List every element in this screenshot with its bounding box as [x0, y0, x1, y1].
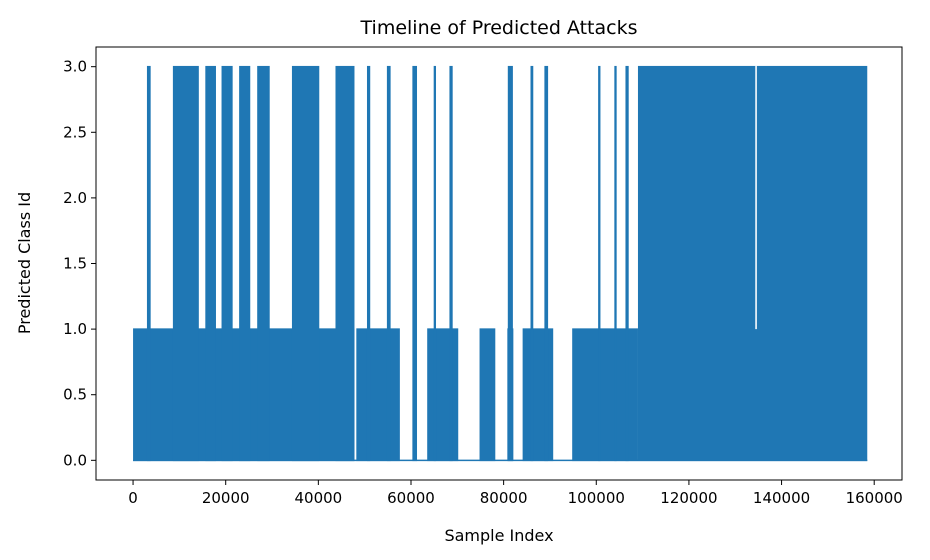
series-spike: [625, 65, 629, 462]
series-spike: [291, 65, 320, 462]
x-tick-label: 40000: [294, 489, 342, 507]
x-tick-label: 20000: [202, 489, 250, 507]
plot-area: [133, 65, 868, 462]
series-notch: [755, 65, 758, 330]
series-spike: [412, 65, 418, 462]
y-tick-label: 2.0: [63, 189, 87, 207]
series-segment: [522, 328, 554, 462]
x-tick-label: 80000: [480, 489, 528, 507]
series-spike: [507, 65, 513, 462]
series-spike: [544, 65, 549, 462]
x-tick-label: 60000: [387, 489, 435, 507]
x-axis-label: Sample Index: [444, 526, 553, 545]
x-tick-label: 160000: [846, 489, 903, 507]
chart-title: Timeline of Predicted Attacks: [360, 17, 638, 39]
y-tick-label: 0.5: [63, 386, 87, 404]
series-spike: [530, 65, 534, 462]
series-segment: [637, 65, 868, 462]
x-tick-label: 0: [128, 489, 138, 507]
series-spike: [614, 65, 617, 462]
x-tick-label: 120000: [660, 489, 717, 507]
series-spike: [257, 65, 270, 462]
series-segment: [356, 328, 400, 462]
y-tick-label: 3.0: [63, 58, 87, 76]
series-segment: [427, 328, 459, 462]
series-spike: [221, 65, 233, 462]
series-spike: [433, 65, 437, 462]
series-spike: [205, 65, 216, 462]
series-spike: [366, 65, 371, 462]
y-tick-label: 0.0: [63, 451, 87, 469]
series-spike: [172, 65, 199, 462]
y-axis-label: Predicted Class Id: [15, 192, 34, 334]
series-spike: [239, 65, 251, 462]
x-tick-label: 100000: [568, 489, 625, 507]
axes: 0 20000 40000 60000 80000 100000 120000 140000 1…: [63, 46, 903, 507]
series-spike: [146, 65, 151, 462]
series-spike: [598, 65, 601, 462]
series-spike: [449, 65, 453, 462]
series-segment: [479, 328, 496, 462]
series-spike: [335, 65, 355, 462]
y-tick-label: 1.0: [63, 320, 87, 338]
y-tick-label: 1.5: [63, 255, 87, 273]
y-tick-label: 2.5: [63, 123, 87, 141]
series-spike: [386, 65, 391, 462]
x-tick-label: 140000: [753, 489, 810, 507]
series-line: [133, 65, 868, 462]
